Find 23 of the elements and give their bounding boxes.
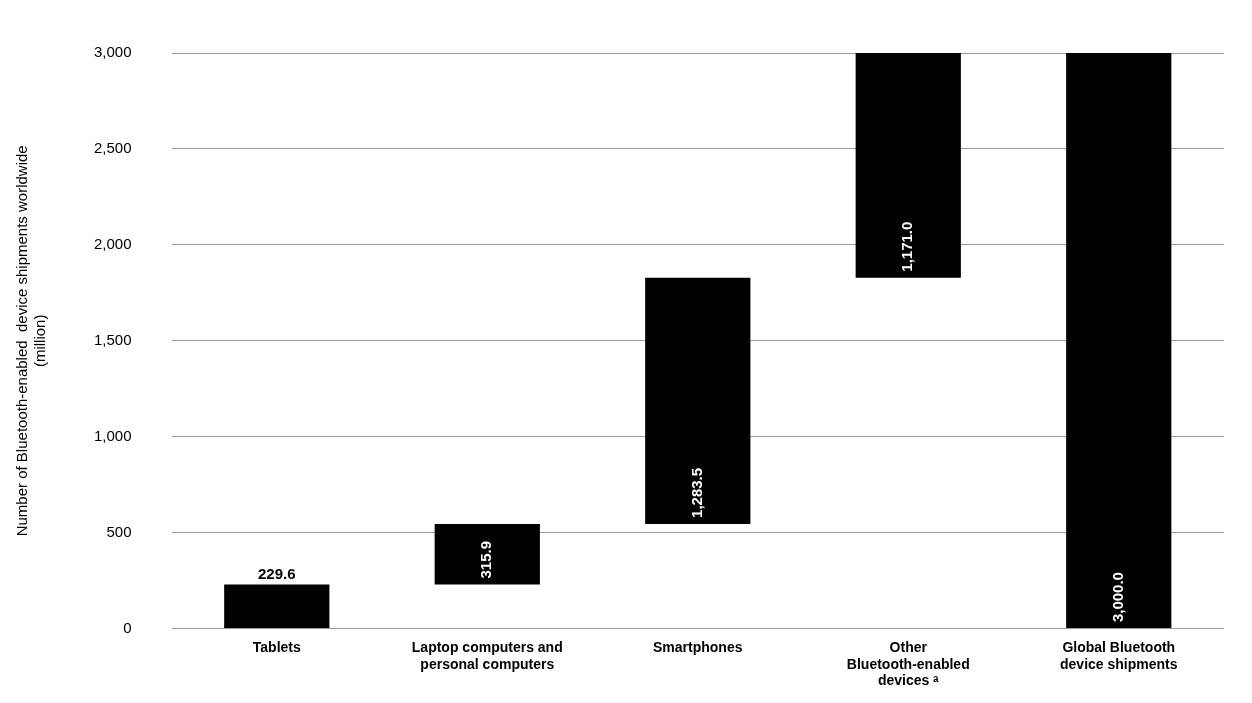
bar [434, 523, 540, 585]
y-tick-label: 1,500 [93, 330, 132, 348]
y-tick-label: 2,000 [93, 235, 132, 253]
x-tick-label: Tablets [252, 638, 301, 655]
y-tick-label: 0 [123, 618, 132, 636]
x-tick-label: Laptop computers and personal computers [411, 638, 563, 672]
bar [224, 584, 330, 629]
y-axis-title: Number of Bluetooth-enabled device shipments worldwide (million) [13, 145, 49, 537]
data-label: 3,000.0 [1108, 572, 1126, 623]
data-label: 229.6 [258, 565, 296, 583]
x-tick-label: Global Bluetooth device shipments [1060, 638, 1178, 672]
data-label: 1,171.0 [898, 221, 916, 272]
x-tick-label: Smartphones [653, 638, 743, 655]
bar [855, 53, 961, 278]
y-tick-label: 500 [106, 522, 132, 540]
bar [645, 277, 751, 524]
data-label: 315.9 [477, 541, 495, 579]
x-tick-label: Other Bluetooth-enabled devices ᵃ [846, 638, 970, 689]
y-tick-label: 1,000 [93, 426, 132, 444]
y-tick-label: 2,500 [93, 139, 132, 157]
bar [1066, 53, 1172, 629]
data-label: 1,283.5 [687, 467, 705, 518]
y-tick-label: 3,000 [93, 43, 132, 61]
